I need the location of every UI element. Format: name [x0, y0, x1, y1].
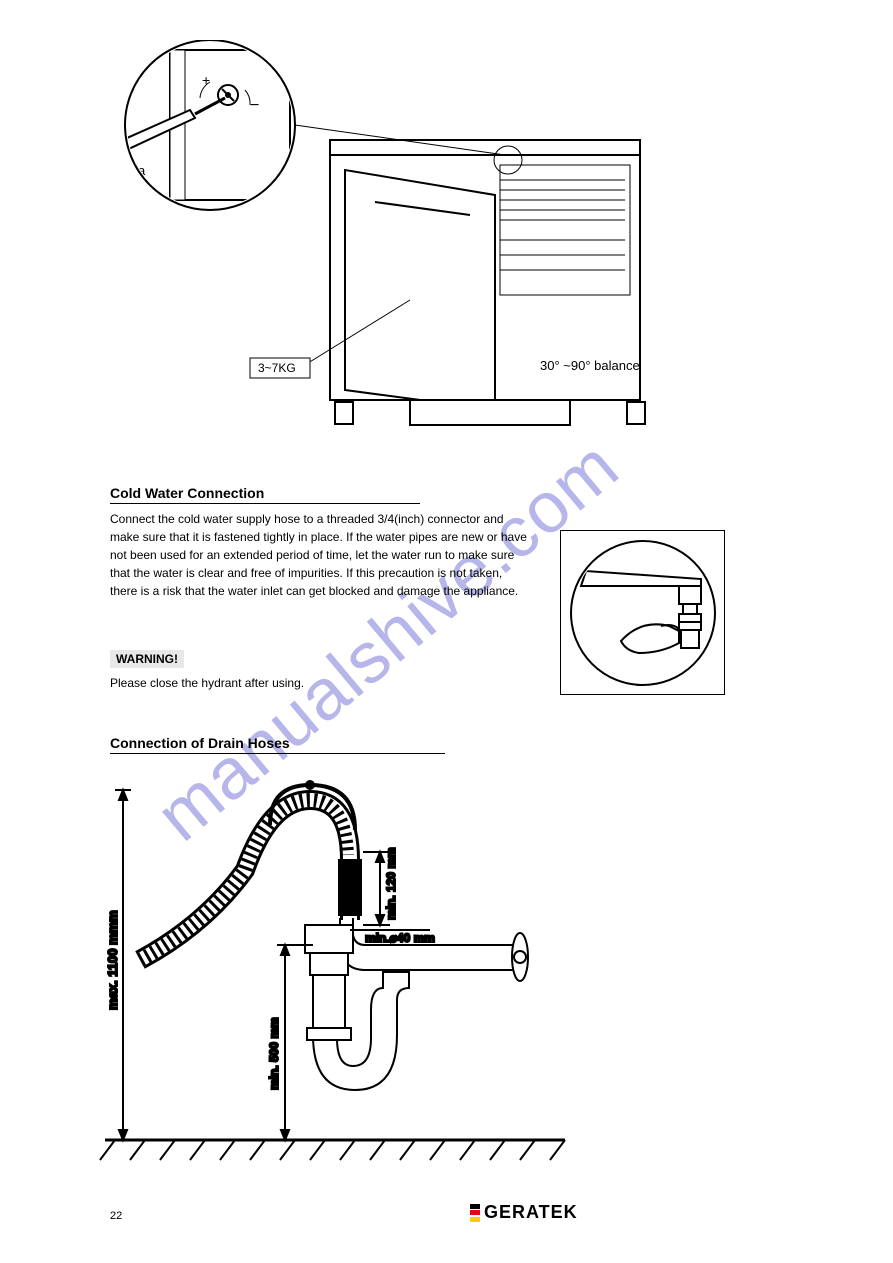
brand-logo: GERATEK: [470, 1202, 578, 1223]
svg-text:min. 500 mm: min. 500 mm: [267, 1017, 281, 1090]
cold-water-text: Connect the cold water supply hose to a …: [110, 510, 530, 600]
svg-text:min.⌀40 mm: min.⌀40 mm: [365, 931, 435, 945]
logo-bars-icon: [470, 1204, 480, 1222]
logo-text: GERATEK: [484, 1202, 578, 1223]
svg-text:−: −: [250, 97, 259, 114]
svg-text:min. 120 mm: min. 120 mm: [384, 847, 398, 920]
svg-text:+: +: [202, 72, 210, 88]
warning-label: WARNING!: [110, 650, 184, 668]
cold-water-title: Cold Water Connection: [110, 485, 420, 504]
drain-title: Connection of Drain Hoses: [110, 735, 445, 754]
page-number: 22: [110, 1210, 122, 1222]
svg-text:max. 1100 mmm: max. 1100 mmm: [105, 910, 120, 1010]
weight-label: 3~7KG: [258, 361, 296, 375]
manual-page: manualshive.com 30° ~90° balance: [0, 0, 893, 1263]
faucet-diagram: [560, 530, 725, 695]
warning-text: Please close the hydrant after using.: [110, 674, 510, 692]
balance-label: 30° ~90° balance: [540, 358, 640, 373]
dishwasher-diagram: 30° ~90° balance 3~7KG + −: [100, 40, 710, 440]
drain-diagram: max. 1100 mmm min. 120 mm: [95, 770, 575, 1170]
